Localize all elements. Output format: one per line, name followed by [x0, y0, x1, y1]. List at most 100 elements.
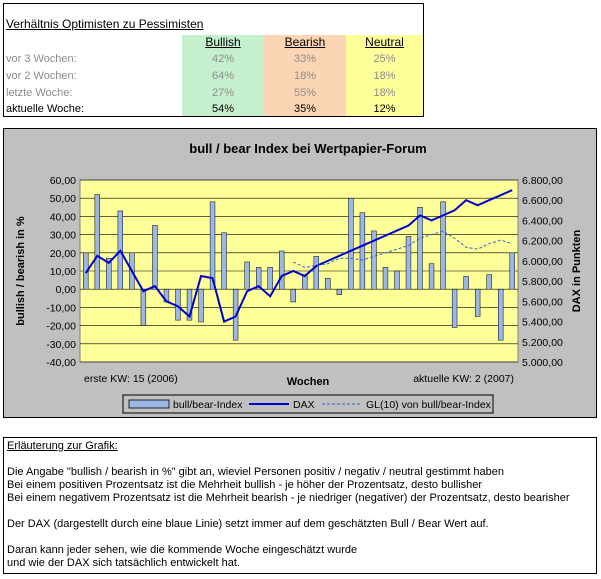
bar: [244, 261, 250, 290]
bar: [394, 270, 400, 290]
bar: [498, 288, 504, 341]
y-tick-label: 20,00: [50, 248, 76, 260]
legend-box: [122, 394, 494, 414]
header-bullish: Bullish: [205, 35, 241, 49]
y2-tick-label: 5.000,00: [522, 357, 563, 369]
cell-bullish: 42%: [211, 53, 235, 65]
explanation-line: Daran kann jeder sehen, wie die kommende…: [7, 544, 358, 556]
cell-neutral: 18%: [373, 87, 396, 99]
cell-bearish-current: 35%: [293, 103, 317, 115]
chart: bull / bear Index bei Wertpapier-Forum 6…: [15, 141, 583, 414]
legend-dax-label: DAX: [293, 399, 315, 411]
y-tick-label: 40,00: [50, 211, 76, 223]
bar: [140, 288, 147, 326]
bar: [94, 194, 100, 290]
bar: [106, 258, 112, 290]
line-series: [84, 189, 513, 323]
table-title: Verhältnis Optimisten zu Pessimisten: [6, 17, 204, 31]
bar: [152, 225, 158, 290]
bar: [198, 288, 204, 323]
bar: [451, 288, 458, 328]
bar: [209, 201, 216, 290]
row-label: vor 2 Wochen:: [6, 70, 77, 82]
bar: [221, 232, 227, 290]
legend: bull/bear-Index DAX GL(10) von bull/bear…: [122, 394, 494, 414]
row-label-current: aktuelle Woche:: [6, 103, 85, 115]
cell-bearish: 18%: [293, 70, 317, 82]
y-tick-label: 30,00: [50, 230, 76, 242]
cell-bullish: 64%: [211, 70, 235, 82]
explanation-title: Erläuterung zur Grafik:: [7, 440, 118, 452]
y-axis-label: bullish / bearish in %: [15, 216, 27, 326]
bar: [440, 201, 446, 290]
bar: [382, 267, 389, 290]
bar: [336, 288, 343, 295]
cell-neutral: 25%: [373, 53, 396, 65]
chart-panel: bull / bear Index bei Wertpapier-Forum 6…: [3, 128, 597, 418]
x-axis-label: Wochen: [287, 376, 330, 388]
explanation-line: Der DAX (dargestellt durch eine blaue Li…: [7, 518, 489, 530]
bearish-column: [264, 35, 346, 116]
x-end-label: aktuelle KW: 2 (2007): [413, 373, 514, 385]
bar: [486, 274, 492, 290]
legend-bar-label: bull/bear-Index: [173, 399, 243, 411]
explanation-line: und wie der DAX sich tatsächlich entwick…: [7, 557, 240, 569]
y2-tick-label: 6.600,00: [522, 195, 563, 207]
y-axis-ticks: 60,00 50,00 40,00 30,00 20,00 10,00 0,00 -10,00…: [46, 175, 76, 369]
legend-bar-swatch: [128, 399, 170, 409]
bar: [474, 288, 481, 317]
y-tick-label: 60,00: [50, 175, 76, 187]
bar: [313, 256, 319, 290]
y2-tick-label: 6.400,00: [522, 215, 563, 227]
y2-tick-label: 5.200,00: [522, 337, 563, 349]
explanation-line: Die Angabe "bullish / bearish in %" gibt…: [7, 466, 504, 478]
cell-neutral: 18%: [373, 70, 396, 82]
y-tick-label: -20,00: [46, 321, 76, 333]
x-start-label: erste KW: 15 (2006): [84, 373, 178, 385]
y2-tick-label: 6.200,00: [522, 236, 563, 248]
cell-neutral-current: 12%: [373, 103, 396, 115]
y2-tick-label: 6.000,00: [522, 256, 563, 268]
row-label: vor 3 Wochen:: [6, 53, 77, 65]
explanation-panel: Erläuterung zur Grafik: Die Angabe "bull…: [3, 437, 597, 574]
row-label: letzte Woche:: [6, 87, 73, 99]
y2-axis-label: DAX in Punkten: [571, 229, 583, 312]
y-tick-label: 10,00: [50, 266, 76, 278]
y-tick-label: -30,00: [46, 339, 76, 351]
bullish-column: [182, 35, 264, 116]
bar: [463, 276, 469, 290]
explanation-line: Bei einem positiven Prozentsatz ist die …: [7, 479, 483, 491]
bar: [348, 197, 354, 290]
y2-axis-ticks: 6.800,00 6.600,00 6.400,00 6.200,00 6.000,00…: [522, 175, 563, 369]
legend-gl-label: GL(10) von bull/bear-Index: [366, 399, 492, 411]
bar: [290, 288, 296, 303]
y-tick-label: 0,00: [56, 284, 77, 296]
bar: [428, 263, 435, 290]
gl10-line: [293, 230, 513, 268]
bar: [405, 236, 412, 290]
cell-bearish: 55%: [293, 87, 317, 99]
y-tick-label: 50,00: [50, 193, 76, 205]
bar: [279, 250, 285, 290]
chart-title: bull / bear Index bei Wertpapier-Forum: [189, 141, 426, 156]
bar: [371, 230, 377, 290]
explanation-line: Bei einem negativem Prozentsatz ist die …: [7, 492, 570, 504]
y2-tick-label: 5.400,00: [522, 317, 563, 329]
bar: [255, 267, 262, 290]
bar: [325, 278, 331, 290]
cell-bullish-current: 54%: [211, 103, 235, 115]
sentiment-table: Verhältnis Optimisten zu Pessimisten Bul…: [3, 3, 424, 117]
y2-tick-label: 5.600,00: [522, 296, 563, 308]
bar: [302, 274, 308, 290]
y2-tick-label: 5.800,00: [522, 276, 563, 288]
cell-bullish: 27%: [211, 87, 235, 99]
header-bearish: Bearish: [284, 35, 326, 49]
y-tick-label: -40,00: [46, 357, 76, 369]
bar: [417, 207, 423, 290]
dax-line: [84, 189, 513, 323]
neutral-column: [346, 35, 423, 116]
bar: [267, 267, 273, 290]
cell-bearish: 33%: [293, 53, 317, 65]
bar: [509, 252, 515, 290]
header-neutral: Neutral: [365, 35, 404, 49]
